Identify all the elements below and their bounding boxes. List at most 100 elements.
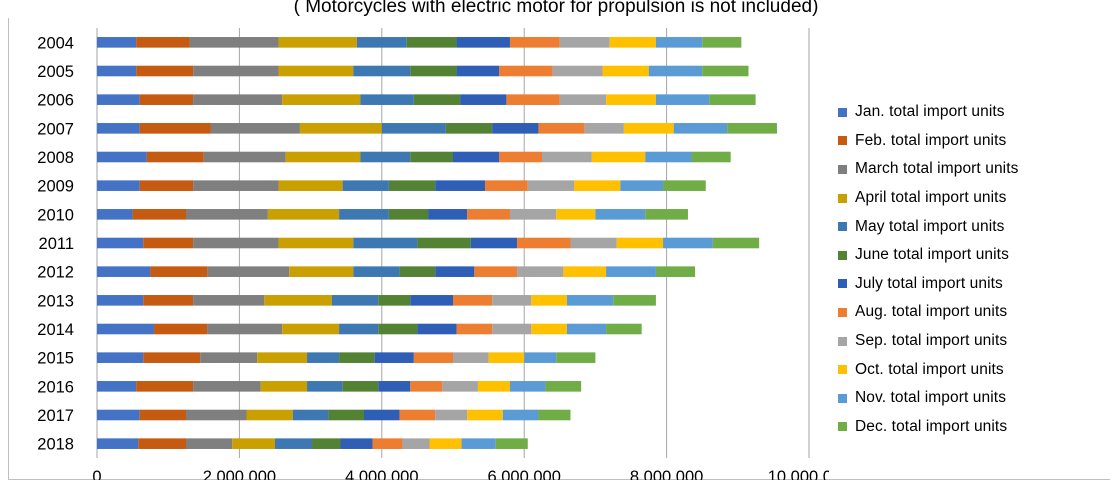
bar-segment — [559, 94, 607, 105]
bar-segment — [474, 266, 518, 277]
bar-segment — [429, 438, 462, 449]
bar-segment — [97, 409, 140, 421]
bar-segment — [417, 323, 457, 335]
bar-segment — [193, 180, 279, 191]
bar-segment — [570, 237, 617, 249]
legend-item: March total import units — [838, 155, 1019, 184]
y-category-label: 2013 — [37, 292, 74, 310]
bar-segment — [97, 266, 151, 277]
bar-segment — [606, 94, 656, 105]
x-tick-label: 2,000,000 — [203, 468, 276, 480]
bar-segment — [461, 438, 496, 449]
bar-segment — [702, 37, 742, 48]
y-category-label: 2008 — [37, 149, 74, 167]
bar-segment — [470, 237, 518, 249]
legend-label: July total import units — [855, 274, 1003, 292]
bar-segment — [186, 409, 247, 421]
legend-swatch — [838, 279, 847, 289]
bar-segment — [531, 295, 567, 306]
legend-swatch — [838, 222, 847, 232]
bar-segment — [364, 409, 400, 421]
y-category-label: 2011 — [39, 235, 74, 253]
bar-segment — [132, 209, 186, 220]
legend-item: May total import units — [838, 212, 1019, 241]
legend-swatch — [838, 136, 847, 146]
legend-label: Nov. total import units — [855, 389, 1007, 407]
bar-segment — [97, 381, 137, 392]
bar-segment — [378, 295, 411, 306]
bar-segment — [542, 151, 592, 163]
legend-swatch — [838, 365, 847, 375]
legend-swatch — [838, 307, 847, 317]
legend-label: Dec. total import units — [855, 417, 1008, 435]
bar-segment — [378, 323, 418, 335]
bar-segment — [143, 237, 194, 249]
bar-segment — [378, 381, 411, 392]
bar-segment — [456, 37, 510, 48]
bar-segment — [453, 151, 500, 163]
bar-segment — [563, 266, 607, 277]
legend: Jan. total import units Feb. total import… — [838, 98, 1019, 441]
bar-segment — [97, 151, 147, 163]
bar-segment — [136, 381, 194, 392]
y-category-label: 2005 — [37, 63, 74, 81]
bar-segment — [138, 438, 186, 449]
stacked-bar-chart: 0 2,000,000 4,000,000 6,000,000 8,000,000 10,… — [37, 28, 829, 480]
legend-item: Sep. total import units — [838, 327, 1019, 356]
bar-segment — [417, 237, 471, 249]
legend-swatch — [838, 107, 847, 117]
bar-segment — [591, 151, 646, 163]
x-tick-label: 8,000,000 — [630, 468, 703, 480]
bar-segment — [339, 352, 375, 363]
bar-segment — [136, 37, 190, 48]
bar-segment — [413, 94, 461, 105]
legend-label: Oct. total import units — [855, 360, 1004, 378]
legend-item: June total import units — [838, 241, 1019, 270]
bar-segment — [673, 123, 728, 134]
bar-segment — [264, 295, 332, 306]
bar-segment — [556, 209, 596, 220]
bar-segment — [381, 123, 446, 134]
y-category-label: 2018 — [37, 436, 74, 454]
bar-segment — [606, 266, 656, 277]
bar-segment — [492, 323, 532, 335]
bar-segment — [485, 180, 528, 191]
bar-segment — [186, 438, 233, 449]
y-category-label: 2004 — [37, 34, 74, 52]
x-tick-label: 10,000,000 — [768, 468, 829, 480]
bar-segment — [467, 209, 510, 220]
bar-segment — [353, 237, 418, 249]
bar-segment — [207, 266, 290, 277]
bar-segment — [299, 123, 382, 134]
x-tick-label: 0 — [92, 468, 101, 480]
legend-label: May total import units — [855, 217, 1005, 235]
bar-segment — [307, 352, 340, 363]
bar-segment — [139, 94, 194, 105]
bar-segment — [402, 438, 430, 449]
bar-segment — [509, 209, 557, 220]
legend-item: Feb. total import units — [838, 127, 1019, 156]
bar-segment — [502, 409, 539, 421]
bar-segment — [97, 94, 140, 105]
bar-segment — [97, 438, 139, 449]
bar-segment — [602, 65, 649, 77]
bar-segment — [556, 352, 596, 363]
bar-segment — [506, 94, 560, 105]
bar-segment — [702, 65, 749, 77]
y-category-label: 2014 — [37, 321, 74, 339]
bar-segment — [285, 151, 361, 163]
bar-segment — [307, 381, 343, 392]
bar-segment — [648, 65, 703, 77]
bar-segment — [499, 151, 542, 163]
legend-swatch — [838, 164, 847, 174]
legend-item: Aug. total import units — [838, 298, 1019, 327]
bar-segment — [267, 209, 340, 220]
legend-swatch — [838, 193, 847, 203]
bar-segment — [435, 266, 475, 277]
bar-segment — [517, 266, 564, 277]
bar-segment — [552, 65, 603, 77]
bar-segment — [339, 323, 379, 335]
bar-segment — [655, 266, 696, 277]
bar-segment — [663, 180, 706, 191]
bar-segment — [143, 352, 201, 363]
